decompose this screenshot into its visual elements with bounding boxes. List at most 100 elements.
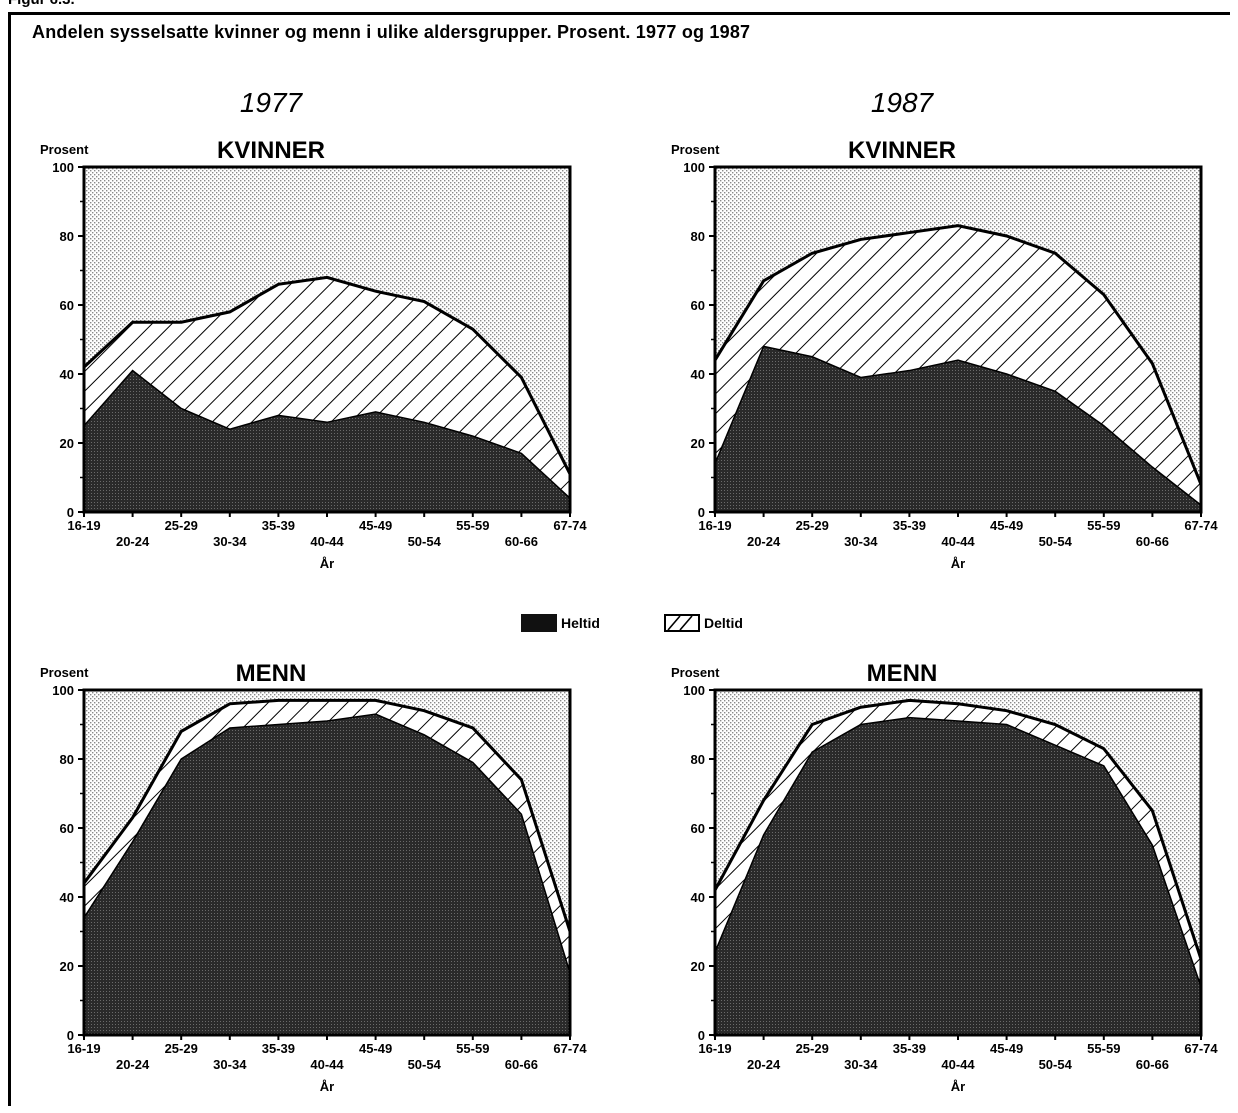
area-deltid [715,225,1201,506]
y-tick-label: 60 [60,821,74,836]
y-axis-label: Prosent [40,142,89,157]
y-tick-label: 80 [60,752,74,767]
x-tick-label: 50-54 [408,534,442,549]
x-tick-label: 16-19 [67,518,100,533]
y-axis-label: Prosent [40,665,89,680]
y-tick-label: 80 [691,229,705,244]
x-tick-label: 30-34 [213,534,247,549]
x-tick-label: 25-29 [796,518,829,533]
y-tick-label: 80 [691,752,705,767]
x-tick-label: 25-29 [165,1041,198,1056]
x-tick-label: 50-54 [1039,534,1073,549]
chart-2: 0 20 40 60 80 100 16-19 20-24 25-29 30-34 35-39 40-… [671,87,1218,571]
x-tick-label: 16-19 [67,1041,100,1056]
chart-title: KVINNER [848,137,956,164]
x-tick-label: 60-66 [1136,534,1169,549]
x-tick-label: 55-59 [456,518,489,533]
figure-label: Figur 6.3. [8,0,75,8]
x-tick-label: 45-49 [359,1041,392,1056]
x-tick-label: 30-34 [844,1057,878,1072]
x-tick-label: 25-29 [796,1041,829,1056]
y-tick-label: 60 [60,298,74,313]
y-tick-label: 0 [67,505,74,520]
chart-1: 0 20 40 60 80 100 16-19 20-24 25-29 30-34 35-39 40-… [40,87,587,571]
figure-title: Andelen sysselsatte kvinner og menn i ul… [32,22,751,42]
area-heltid [83,713,571,1036]
area-heltid [714,716,1202,1036]
legend-parttime-swatch [664,614,700,632]
legend-fulltime-label: Heltid [561,615,600,631]
chart-3: 0 20 40 60 80 100 16-19 20-24 25-29 30-34 35-39 40-… [40,660,587,1094]
x-tick-label: 20-24 [116,1057,150,1072]
x-axis-label: År [320,1079,334,1094]
line-total [713,224,1203,485]
x-tick-label: 45-49 [990,1041,1023,1056]
x-tick-label: 20-24 [747,1057,781,1072]
x-tick-label: 40-44 [941,1057,975,1072]
x-tick-label: 35-39 [262,518,295,533]
y-tick-label: 40 [691,890,705,905]
line-total [713,698,1203,960]
legend-fulltime: Heltid [521,613,600,633]
x-tick-label: 67-74 [553,518,587,533]
x-tick-label: 60-66 [505,1057,538,1072]
x-tick-label: 67-74 [1184,1041,1218,1056]
chart-title: MENN [236,660,307,687]
y-tick-label: 0 [698,505,705,520]
x-tick-label: 55-59 [1087,1041,1120,1056]
x-tick-label: 50-54 [408,1057,442,1072]
x-tick-label: 20-24 [116,534,150,549]
legend-parttime: Deltid [664,613,743,633]
y-tick-label: 0 [698,1028,705,1043]
x-tick-label: 30-34 [213,1057,247,1072]
x-tick-label: 45-49 [990,518,1023,533]
x-tick-label: 25-29 [165,518,198,533]
y-tick-label: 20 [691,436,705,451]
year-title: 1987 [871,87,935,118]
x-tick-label: 67-74 [1184,518,1218,533]
chart-4: 0 20 40 60 80 100 16-19 20-24 25-29 30-34 35-39 40-… [671,660,1218,1094]
x-tick-label: 40-44 [310,534,344,549]
y-tick-label: 100 [52,683,74,698]
x-axis-label: År [320,556,334,571]
x-tick-label: 30-34 [844,534,878,549]
x-tick-label: 40-44 [941,534,975,549]
chart-title: KVINNER [217,137,325,164]
legend-fulltime-swatch [521,614,557,632]
y-tick-label: 60 [691,298,705,313]
y-tick-label: 40 [60,890,74,905]
x-tick-label: 60-66 [505,534,538,549]
x-axis-label: År [951,1079,965,1094]
year-title: 1977 [240,87,304,118]
y-axis-label: Prosent [671,665,720,680]
x-tick-label: 40-44 [310,1057,344,1072]
area-heltid [714,345,1202,513]
x-tick-label: 55-59 [456,1041,489,1056]
x-tick-label: 60-66 [1136,1057,1169,1072]
y-tick-label: 40 [60,367,74,382]
y-tick-label: 20 [60,436,74,451]
legend-parttime-label: Deltid [704,615,743,631]
chart-title: MENN [867,660,938,687]
x-tick-label: 35-39 [893,1041,926,1056]
x-tick-label: 35-39 [893,518,926,533]
y-tick-label: 100 [683,160,705,175]
y-tick-label: 20 [60,959,74,974]
line-total [82,275,572,475]
area-heltid [83,369,571,513]
y-tick-label: 40 [691,367,705,382]
x-tick-label: 55-59 [1087,518,1120,533]
y-tick-label: 20 [691,959,705,974]
y-axis-label: Prosent [671,142,720,157]
line-total [82,698,572,932]
y-tick-label: 100 [52,160,74,175]
x-tick-label: 35-39 [262,1041,295,1056]
y-tick-label: 60 [691,821,705,836]
x-axis-label: År [951,556,965,571]
x-tick-label: 45-49 [359,518,392,533]
x-tick-label: 20-24 [747,534,781,549]
x-tick-label: 16-19 [698,1041,731,1056]
figure-frame [8,12,1230,1106]
x-tick-label: 50-54 [1039,1057,1073,1072]
